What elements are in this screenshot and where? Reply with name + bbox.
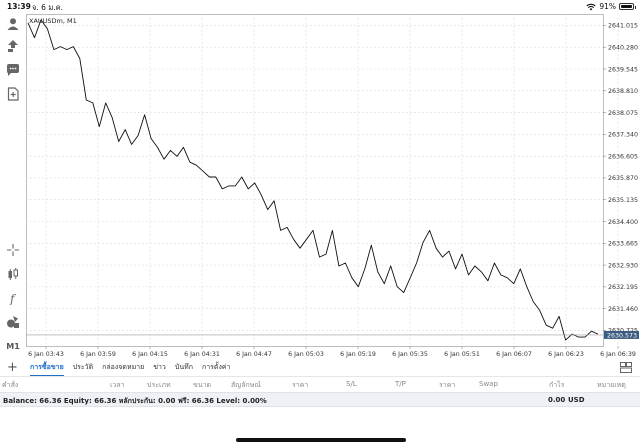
x-tick-label: 6 Jan 06:23 [548, 351, 584, 358]
tab-1[interactable]: ประวัติ [72, 363, 94, 371]
tab-5[interactable]: การตั้งค่า [201, 363, 231, 371]
total-profit: 0.00 [548, 396, 566, 404]
indicator-icon[interactable]: f [5, 290, 21, 306]
chart-canvas[interactable]: 2641.015 2640.280 2639.545 2638.810 2638.075… [26, 14, 640, 360]
x-tick-label: 6 Jan 04:15 [132, 351, 168, 358]
y-tick-label: 2638.075 [608, 110, 638, 117]
chart-type-icon[interactable] [5, 266, 21, 282]
chart-frame [26, 14, 604, 347]
tab-2[interactable]: กล่องจดหมาย [102, 363, 145, 371]
layout-icon[interactable] [620, 362, 632, 373]
column-header-7[interactable]: T/P [395, 380, 406, 388]
status-right: 91% [586, 2, 636, 11]
column-header-5[interactable]: ราคา [292, 381, 309, 389]
home-indicator[interactable] [236, 438, 406, 442]
trade-icon[interactable] [5, 38, 21, 54]
crosshair-icon[interactable] [5, 242, 21, 258]
y-tick-label: 2637.340 [608, 132, 638, 139]
column-header-4[interactable]: สัญลักษณ์ [231, 381, 261, 389]
column-header-2[interactable]: ประเภท [147, 381, 171, 389]
y-tick-label: 2636.605 [608, 153, 638, 160]
y-tick-label: 2635.135 [608, 197, 638, 204]
y-tick-label: 2638.810 [608, 88, 638, 95]
tab-0[interactable]: การซื้อขาย [30, 362, 64, 376]
price-line [27, 19, 599, 341]
objects-icon[interactable] [5, 314, 21, 330]
column-header-10[interactable]: กำไร [549, 381, 565, 389]
terminal-tabs: การซื้อขาย ประวัติ กล่องจดหมาย ข่าว บันทึก กา… [0, 360, 640, 376]
left-toolbar: f M1 [0, 14, 26, 356]
column-header-1[interactable]: เวลา [110, 381, 125, 389]
column-header-3[interactable]: ขนาด [193, 381, 212, 389]
y-tick-label: 2641.015 [608, 23, 638, 30]
column-header-11[interactable]: หมายเหตุ [597, 381, 626, 389]
current-price-badge [604, 330, 639, 339]
y-tick-label: 2635.870 [608, 175, 638, 182]
chart-symbol-label: XAUUSDm, M1 [29, 17, 77, 25]
column-header-6[interactable]: S/L [346, 380, 357, 388]
x-tick-label: 6 Jan 05:51 [444, 351, 480, 358]
status-date: จ. 6 ม.ค. [32, 3, 64, 12]
tab-3[interactable]: ข่าว [153, 363, 166, 371]
column-header-8[interactable]: ราคา [439, 381, 456, 389]
x-tick-label: 6 Jan 05:35 [392, 351, 428, 358]
x-tick-label: 6 Jan 06:07 [496, 351, 532, 358]
price-chart[interactable]: 2641.015 2640.280 2639.545 2638.810 2638.075… [26, 14, 640, 360]
battery-percent: 91% [599, 2, 616, 11]
y-tick-label: 2633.665 [608, 241, 638, 248]
tab-list: การซื้อขาย ประวัติ กล่องจดหมาย ข่าว บันทึก กา… [30, 362, 230, 376]
y-tick-label: 2632.195 [608, 284, 638, 291]
x-tick-label: 6 Jan 04:31 [184, 351, 220, 358]
x-tick-label: 6 Jan 05:19 [340, 351, 376, 358]
svg-text:f: f [9, 292, 17, 305]
battery-icon [619, 3, 636, 10]
y-tick-label: 2632.930 [608, 262, 638, 269]
timeframe-button[interactable]: M1 [6, 341, 20, 351]
y-tick-label: 2640.280 [608, 45, 638, 52]
x-tick-label: 6 Jan 05:03 [288, 351, 324, 358]
current-price-label: 2630.573 [607, 332, 637, 339]
trade-table-header: คำสั่ง เวลา ประเภท ขนาด สัญลักษณ์ ราคา S/L T/P ร… [0, 376, 640, 390]
y-tick-label: 2634.400 [608, 219, 638, 226]
chat-icon[interactable] [5, 62, 21, 78]
balance-row: Balance: 66.36 Equity: 66.36 หลักประกัน:… [0, 392, 640, 407]
account-icon[interactable] [5, 16, 21, 32]
x-tick-label: 6 Jan 04:47 [236, 351, 272, 358]
x-tick-label: 6 Jan 06:39 [600, 351, 636, 358]
y-tick-label: 2639.545 [608, 66, 638, 73]
x-tick-label: 6 Jan 03:43 [28, 351, 64, 358]
balance-summary: Balance: 66.36 Equity: 66.36 หลักประกัน:… [3, 397, 267, 405]
tab-4[interactable]: บันทึก [174, 363, 193, 371]
column-header-9[interactable]: Swap [479, 380, 498, 388]
account-currency: USD [568, 396, 585, 404]
y-tick-label: 2631.460 [608, 306, 638, 313]
x-tick-label: 6 Jan 03:59 [80, 351, 116, 358]
column-header-0[interactable]: คำสั่ง [2, 381, 19, 389]
new-document-icon[interactable] [5, 86, 21, 102]
wifi-icon [586, 3, 596, 10]
status-bar: 13:39 จ. 6 ม.ค. 91% [0, 0, 640, 14]
add-order-button[interactable]: + [7, 360, 18, 375]
status-time: 13:39 [7, 2, 31, 11]
